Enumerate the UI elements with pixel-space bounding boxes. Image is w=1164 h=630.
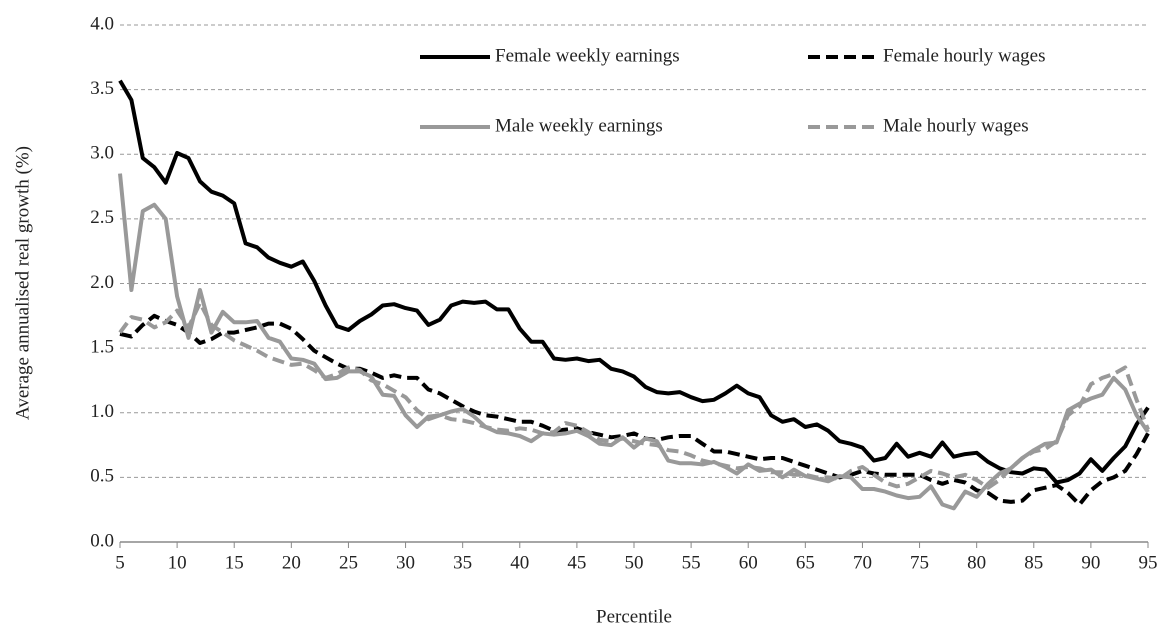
- x-tick-label: 55: [682, 552, 701, 573]
- legend-label: Female hourly wages: [883, 45, 1046, 66]
- x-tick-label: 95: [1139, 552, 1158, 573]
- y-tick-label: 3.5: [90, 78, 114, 99]
- x-tick-label: 10: [168, 552, 187, 573]
- series-line: [119, 313, 1150, 507]
- x-tick-label: 45: [567, 552, 586, 573]
- series-line: [118, 300, 1150, 490]
- x-tick-label: 40: [510, 552, 529, 573]
- y-tick-label: 3.0: [90, 143, 114, 164]
- x-tick-label: 80: [967, 552, 986, 573]
- legend-label: Female weekly earnings: [495, 45, 680, 66]
- x-tick-label: 5: [115, 552, 125, 573]
- legend-label: Male hourly wages: [883, 115, 1029, 136]
- x-tick-label: 90: [1081, 552, 1100, 573]
- x-tick-label: 60: [739, 552, 758, 573]
- series-line: [118, 79, 1150, 485]
- x-tick-label: 25: [339, 552, 358, 573]
- x-tick-label: 35: [453, 552, 472, 573]
- series-line: [118, 173, 1150, 511]
- y-axis-title: Average annualised real growth (%): [12, 146, 33, 420]
- y-tick-label: 2.0: [90, 272, 114, 293]
- x-tick-label: 30: [396, 552, 415, 573]
- x-tick-label: 50: [625, 552, 644, 573]
- y-tick-label: 2.5: [90, 207, 114, 228]
- y-tick-label: 1.0: [90, 401, 114, 422]
- x-tick-label: 70: [853, 552, 872, 573]
- x-tick-label: 15: [225, 552, 244, 573]
- y-tick-label: 1.5: [90, 336, 114, 357]
- x-tick-label: 85: [1024, 552, 1043, 573]
- legend-label: Male weekly earnings: [495, 115, 663, 136]
- x-tick-label: 20: [282, 552, 301, 573]
- y-tick-label: 0.5: [90, 466, 114, 487]
- x-tick-label: 75: [910, 552, 929, 573]
- y-tick-label: 0.0: [90, 530, 114, 551]
- x-tick-label: 65: [796, 552, 815, 573]
- y-tick-label: 4.0: [90, 13, 114, 34]
- x-axis-title: Percentile: [596, 606, 672, 627]
